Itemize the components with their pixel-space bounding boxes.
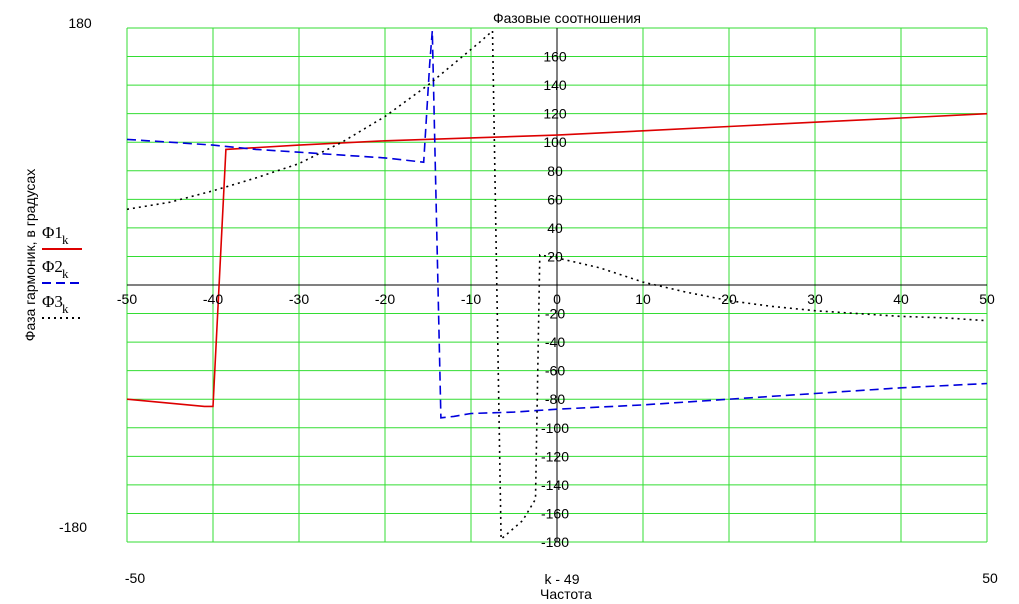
y-tick-label: 40 <box>547 220 563 236</box>
legend-subscript-1: k <box>62 232 69 247</box>
y-min-label: -180 <box>59 519 87 535</box>
y-tick-label: -100 <box>541 420 569 436</box>
x-tick-labels: -50 -40 -30 -20 -10 0 10 20 30 40 50 <box>117 291 995 307</box>
y-tick-label: 60 <box>547 191 563 207</box>
y-tick-label: 80 <box>547 163 563 179</box>
legend-label-3: Φ3 <box>42 292 63 311</box>
legend-label-2: Φ2 <box>42 257 63 276</box>
y-tick-label: 160 <box>543 49 567 65</box>
y-tick-label: -80 <box>545 391 565 407</box>
y-tick-label: -40 <box>545 334 565 350</box>
y-tick-label: -180 <box>541 534 569 550</box>
series-line-1 <box>126 112 988 408</box>
legend-label-1: Φ1 <box>42 223 63 242</box>
x-expression: k - 49 <box>544 571 579 587</box>
x-tick-label: 40 <box>893 291 909 307</box>
y-max-label: 180 <box>68 15 92 31</box>
x-tick-label: -10 <box>461 291 481 307</box>
series-line-3 <box>126 29 988 541</box>
x-max-label: 50 <box>982 570 998 586</box>
x-axis-label: Частота <box>540 586 592 602</box>
y-tick-label: -160 <box>541 505 569 521</box>
y-tick-label: -120 <box>541 448 569 464</box>
legend: Φ1 kΦ2 kΦ3 k <box>42 223 82 319</box>
y-tick-label: 120 <box>543 106 567 122</box>
x-tick-label: -40 <box>203 291 223 307</box>
y-tick-label: -60 <box>545 363 565 379</box>
x-tick-label: -30 <box>289 291 309 307</box>
chart-title: Фазовые соотношения <box>493 10 641 26</box>
grid <box>126 27 988 543</box>
y-tick-label: 20 <box>547 248 563 264</box>
x-tick-label: 50 <box>979 291 995 307</box>
y-tick-label: 140 <box>543 77 567 93</box>
x-tick-label: 20 <box>721 291 737 307</box>
y-tick-labels: 160 140 120 100 80 60 40 20 -20 -40 -60 -80 -100 -120… <box>541 49 569 550</box>
x-tick-label: 30 <box>807 291 823 307</box>
x-min-label: -50 <box>125 570 145 586</box>
x-tick-label: 10 <box>635 291 651 307</box>
x-tick-label: -20 <box>375 291 395 307</box>
y-tick-label: -140 <box>541 477 569 493</box>
x-tick-label: 0 <box>553 291 561 307</box>
y-tick-label: 100 <box>543 134 567 150</box>
y-axis-label: Фаза гармоник, в градусах <box>22 169 38 341</box>
x-tick-label: -50 <box>117 291 137 307</box>
series-line-2 <box>126 30 988 419</box>
series-layer <box>126 29 988 541</box>
legend-subscript-3: k <box>62 301 69 316</box>
legend-subscript-2: k <box>62 266 69 281</box>
y-tick-label: -20 <box>545 306 565 322</box>
